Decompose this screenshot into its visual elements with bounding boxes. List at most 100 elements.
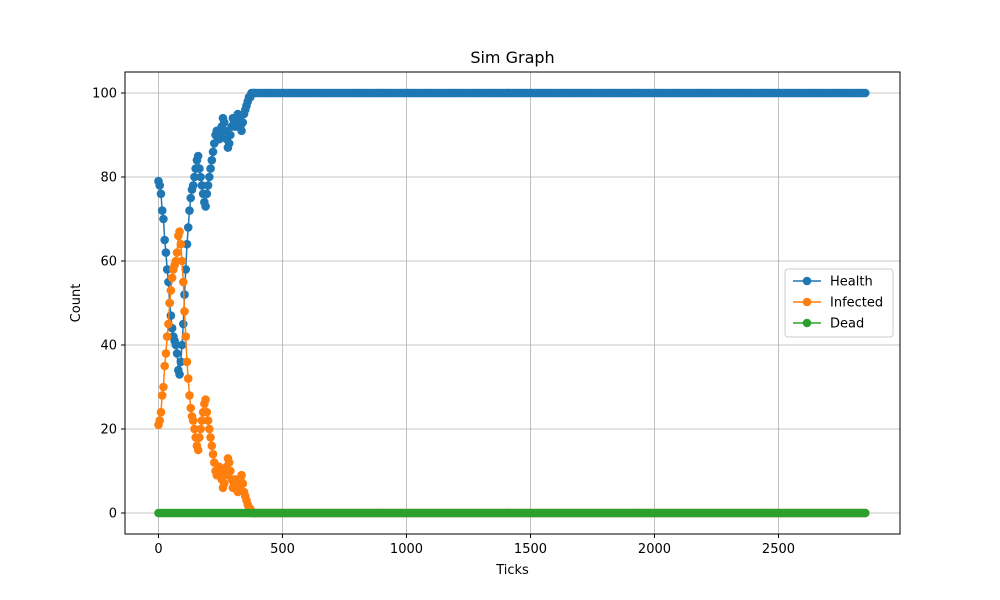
data-point <box>205 172 214 182</box>
data-point <box>177 256 187 266</box>
data-point <box>159 214 168 224</box>
x-tick-label: 2500 <box>762 542 795 557</box>
data-point <box>226 466 235 476</box>
legend-entry-label: Infected <box>830 296 883 311</box>
legend-marker <box>802 297 812 307</box>
data-point <box>166 286 176 295</box>
series-dead <box>154 508 870 518</box>
data-point <box>161 349 171 358</box>
data-point <box>207 155 217 165</box>
data-point <box>197 181 207 190</box>
data-point <box>195 433 204 442</box>
data-point <box>188 416 198 425</box>
data-point <box>205 424 214 434</box>
data-point <box>860 88 870 98</box>
data-point <box>157 391 167 400</box>
data-point <box>237 126 246 136</box>
data-point <box>226 130 235 140</box>
x-tick-label: 1500 <box>514 542 547 557</box>
data-point <box>202 407 212 417</box>
data-point <box>171 256 181 266</box>
data-point <box>860 508 870 518</box>
data-point <box>162 332 172 341</box>
data-point <box>206 164 215 173</box>
data-point <box>183 374 193 383</box>
data-point <box>207 441 217 451</box>
y-tick-label: 60 <box>100 255 117 270</box>
x-tick-label: 500 <box>270 542 295 557</box>
data-point <box>181 265 191 274</box>
data-point <box>201 395 210 404</box>
data-point <box>193 151 203 161</box>
data-point <box>203 181 213 190</box>
data-point <box>190 424 199 434</box>
x-tick-label: 2000 <box>638 542 671 557</box>
data-point <box>180 307 189 316</box>
data-point <box>186 193 196 203</box>
plot-frame <box>124 71 901 535</box>
ticks: 0 500 1000 1500 2000 2500 0 20 40 60 80 100 <box>92 87 795 558</box>
data-point <box>193 445 203 455</box>
data-point <box>208 147 218 157</box>
data-point <box>238 118 248 127</box>
data-point <box>161 248 171 257</box>
data-point <box>182 239 192 249</box>
data-point <box>178 319 188 329</box>
data-point <box>164 319 173 329</box>
data-point <box>176 239 186 249</box>
data-point <box>155 416 165 425</box>
x-axis-label: Ticks <box>495 563 529 578</box>
data-point <box>219 479 229 488</box>
x-tick-label: 1000 <box>390 542 423 557</box>
data-point <box>224 458 234 467</box>
y-tick-label: 0 <box>109 507 117 522</box>
data-point <box>178 277 188 287</box>
data-point <box>206 433 215 442</box>
data-point <box>219 118 229 127</box>
data-point <box>196 424 205 434</box>
data-point <box>185 206 194 215</box>
data-point <box>203 416 213 425</box>
data-point <box>171 340 181 350</box>
data-point <box>172 349 182 358</box>
y-tick-label: 80 <box>100 171 117 186</box>
legend-entry-label: Dead <box>830 317 864 332</box>
y-tick-label: 100 <box>92 87 117 102</box>
data-point <box>172 248 182 257</box>
data-point <box>156 189 166 199</box>
legend-marker <box>802 318 812 328</box>
data-point <box>166 311 176 320</box>
legend: Health Infected Dead <box>784 268 894 338</box>
data-point <box>160 235 169 245</box>
data-point <box>175 370 184 379</box>
data-point <box>237 470 246 480</box>
data-point <box>157 206 167 215</box>
data-point <box>162 265 172 274</box>
data-point <box>196 172 205 182</box>
data-point <box>190 172 199 182</box>
data-point <box>202 189 212 199</box>
data-point <box>208 449 218 459</box>
x-tick-label: 0 <box>154 542 162 557</box>
data-point <box>160 361 169 371</box>
y-axis-label: Count <box>69 284 84 323</box>
data-point <box>165 298 174 308</box>
data-point <box>155 181 165 190</box>
data-point <box>182 357 192 367</box>
data-point <box>188 181 198 190</box>
data-point <box>238 479 248 488</box>
data-point <box>167 273 177 283</box>
data-point <box>195 164 204 173</box>
series-layer <box>154 88 870 518</box>
data-point <box>156 407 166 417</box>
data-point <box>175 227 184 236</box>
data-point <box>201 202 210 211</box>
y-tick-label: 20 <box>100 423 117 438</box>
data-point <box>176 357 186 367</box>
data-point <box>159 382 168 392</box>
data-point <box>177 340 187 350</box>
y-tick-label: 40 <box>100 339 117 354</box>
legend-entry-label: Health <box>830 275 873 290</box>
data-point <box>183 223 193 232</box>
